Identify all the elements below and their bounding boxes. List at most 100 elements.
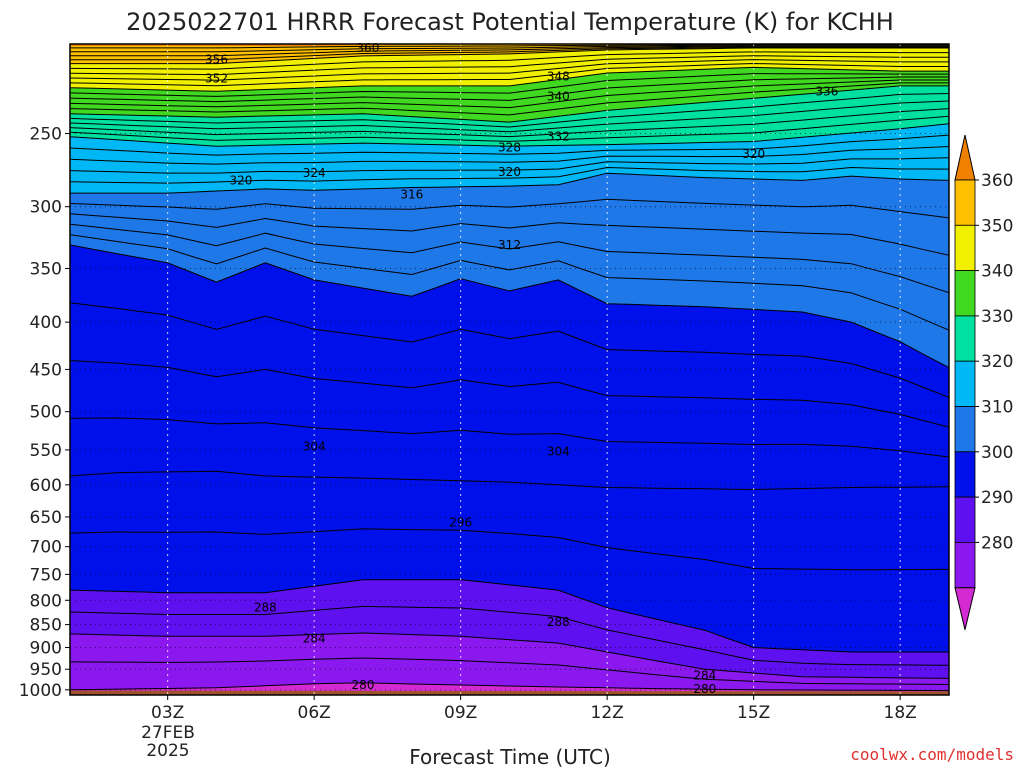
contour-label: 296: [449, 515, 472, 529]
contour-label: 316: [400, 187, 423, 201]
colorbar-label: 320: [981, 352, 1013, 372]
contour-label: 352: [205, 72, 228, 86]
colorbar-segment: [954, 360, 976, 407]
isentrope-line: [70, 223, 949, 294]
isentrope-line: [70, 632, 949, 679]
isentrope-line: [70, 47, 949, 65]
isentrope-line: [70, 302, 949, 398]
colorbar-segment: [954, 496, 976, 543]
y-tick-label: 250: [30, 125, 62, 145]
contour-label: 288: [254, 601, 277, 615]
colorbar-label: 350: [981, 216, 1013, 236]
isentrope-line: [70, 360, 949, 428]
isentrope-line: [70, 115, 949, 142]
contour-label: 360: [356, 41, 379, 55]
isentrope-line: [70, 605, 949, 666]
isentrope-line: [70, 123, 949, 147]
layer-theta-285: [70, 633, 949, 695]
x-date-label-year: 2025: [146, 741, 189, 761]
isentrope-line: [70, 76, 949, 103]
isentrope-line: [70, 100, 949, 133]
colorbar-label: 300: [981, 443, 1013, 463]
y-tick-label: 850: [30, 616, 62, 636]
contour-label: 280: [693, 682, 716, 696]
plot-area: [70, 44, 949, 695]
isentrope-line: [70, 213, 949, 256]
contour-label: 328: [498, 141, 521, 155]
isentrope-line: [70, 44, 949, 49]
contour-label: 320: [742, 147, 765, 161]
isentrope-line: [70, 46, 949, 61]
isentrope-line: [70, 579, 949, 653]
contour-label: 332: [547, 130, 570, 144]
colorbar-segment: [954, 542, 976, 589]
isentrope-line: [70, 172, 949, 194]
colorbar-segment: [954, 406, 976, 453]
isentrope-line: [70, 134, 949, 156]
contour-label: 304: [303, 439, 326, 453]
colorbar-extend-bottom: [954, 587, 976, 630]
colorbar-label: 280: [981, 533, 1013, 553]
colorbar-label: 290: [981, 488, 1013, 508]
isentrope-line: [70, 93, 949, 128]
isentrope-line: [70, 59, 949, 81]
contour-label: 288: [547, 615, 570, 629]
colorbar-label: 360: [981, 171, 1013, 191]
contour-label: 284: [303, 632, 326, 646]
isentrope-line: [70, 470, 949, 491]
y-tick-label: 700: [30, 538, 62, 558]
x-tick-label: 12Z: [591, 703, 624, 723]
contour-label: 320: [229, 173, 252, 187]
colorbar-label: 340: [981, 262, 1013, 282]
y-axis: 250 300 350 400 450 500 550 600 650 700 750 800 850 9…: [19, 125, 70, 701]
colorbar-segment: [954, 179, 976, 226]
x-axis-title: Forecast Time (UTC): [409, 745, 611, 768]
x-axis: 03Z 06Z 09Z 12Z 15Z 18Z: [151, 695, 917, 723]
colorbar-segment: [954, 270, 976, 317]
isentrope-line: [70, 66, 949, 92]
isentrope-line: [70, 528, 949, 571]
isentrope-line: [70, 657, 949, 685]
credit-text[interactable]: coolwx.com/models: [850, 745, 1014, 764]
isentrope-line: [70, 45, 949, 53]
grid-lines: [70, 44, 949, 695]
contour-label: 320: [498, 165, 521, 179]
isentrope-line: [70, 682, 949, 692]
isentrope-line: [70, 62, 949, 87]
ground-surface: [70, 690, 949, 695]
isentrope-line: [70, 45, 949, 57]
y-tick-label: 600: [30, 476, 62, 496]
colorbar-extend-top: [954, 134, 976, 181]
y-tick-label: 300: [30, 198, 62, 218]
colorbar-segment: [954, 315, 976, 362]
isentrope-line: [70, 51, 949, 70]
x-tick-label: 06Z: [298, 703, 331, 723]
contour-label: 348: [547, 70, 570, 84]
x-date-label-day: 27FEB: [141, 723, 195, 743]
colorbar-segment: [954, 451, 976, 498]
isentrope-lines: [70, 44, 949, 692]
isentrope-line: [70, 157, 949, 174]
isentrope-line: [70, 244, 949, 369]
contour-label: 304: [547, 444, 570, 458]
isentrope-line: [70, 108, 949, 138]
x-tick-label: 15Z: [737, 703, 770, 723]
isentrope-line: [70, 234, 949, 331]
x-tick-label: 09Z: [444, 703, 477, 723]
isentrope-line: [70, 73, 949, 97]
colorbar: 360 350 340 330 320 310 300 290 280: [954, 134, 1013, 630]
isentrope-line: [70, 146, 949, 165]
y-tick-label: 750: [30, 565, 62, 585]
y-tick-label: 1000: [19, 681, 62, 701]
chart-title: 2025022701 HRRR Forecast Potential Tempe…: [126, 8, 894, 36]
colorbar-label: 310: [981, 398, 1013, 418]
y-tick-label: 950: [30, 660, 62, 680]
contour-label: 312: [498, 238, 521, 252]
isentrope-line: [70, 82, 949, 116]
y-tick-label: 500: [30, 403, 62, 423]
colorbar-segment: [954, 224, 976, 272]
isentrope-line: [70, 198, 949, 219]
y-tick-label: 400: [30, 313, 62, 333]
contour-label: 280: [352, 678, 375, 692]
